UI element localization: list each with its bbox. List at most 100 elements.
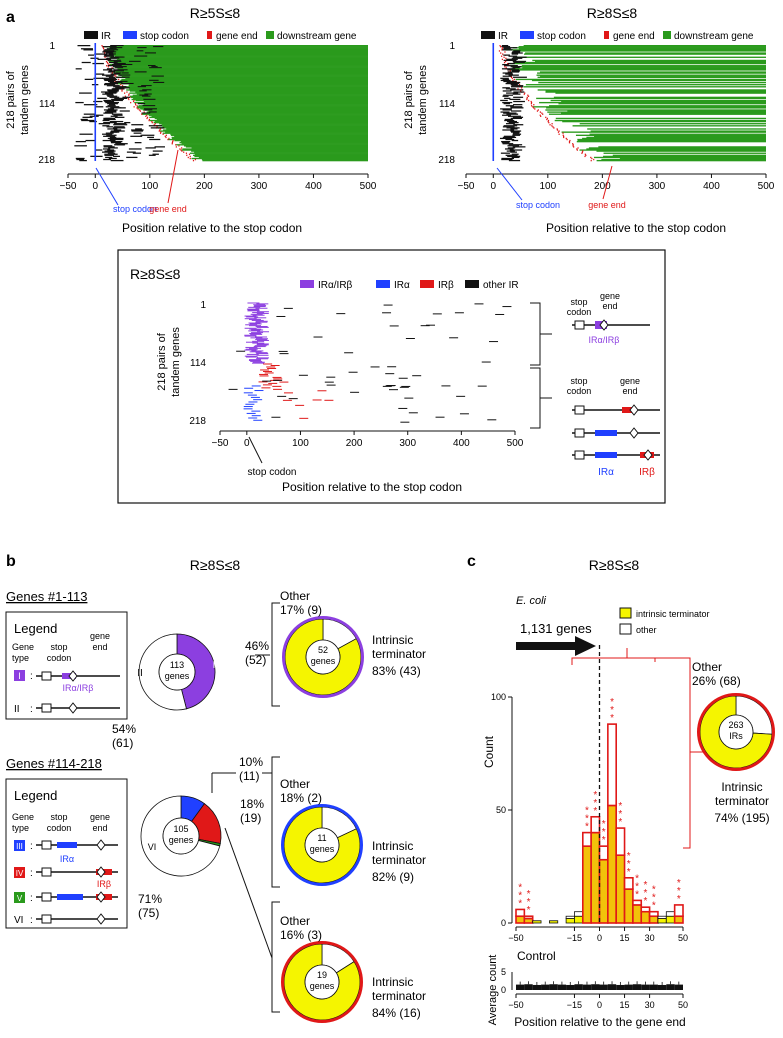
ir-segment	[133, 132, 142, 134]
legend-downstream-swatch	[266, 31, 274, 39]
downstream-gene-bar	[537, 89, 766, 91]
gene-end-mark	[181, 150, 183, 152]
ir-segment	[502, 126, 515, 128]
ir-segment	[510, 84, 518, 86]
xlabel-right: Position relative to the stop codon	[546, 221, 726, 235]
y-tick-label: 50	[496, 805, 506, 815]
x-tick-label: 15	[620, 933, 630, 943]
arrow-stop-left	[95, 167, 119, 206]
ir-segment	[119, 143, 128, 145]
bar-terminator	[574, 915, 584, 924]
downstream-gene-bar	[129, 95, 368, 97]
donutc-term1: Intrinsic	[721, 780, 762, 794]
significance-star: *	[643, 880, 647, 891]
gene-end-mark	[153, 124, 155, 126]
inset-ylabel-line2: tandem genes	[170, 327, 182, 397]
gene-end-mark	[558, 130, 560, 132]
sub3-center-unit: genes	[310, 981, 335, 991]
ir-segment	[107, 71, 116, 73]
downstream-gene-bar	[159, 123, 368, 125]
inset-title: R≥8S≤8	[130, 266, 181, 282]
gene-end-mark	[106, 65, 108, 67]
g2-colon: :	[30, 841, 33, 852]
inset-annot-stop: stop codon	[248, 467, 297, 478]
downstream-gene-bar	[603, 152, 766, 154]
ir-segment	[108, 76, 116, 78]
ir-segment	[93, 100, 103, 103]
downstream-gene-bar	[560, 112, 766, 114]
bar-terminator	[565, 918, 575, 924]
g2-stop: stop	[50, 812, 67, 822]
ir-segment	[500, 77, 509, 79]
ir-segment	[81, 119, 95, 122]
gene-end-mark	[115, 75, 117, 77]
downstream-gene-bar	[162, 132, 368, 134]
x-tick-label: 200	[346, 438, 363, 449]
ir-segment	[509, 98, 521, 101]
downstream-gene-bar	[518, 48, 766, 50]
downstream-gene-bar	[122, 86, 369, 88]
downstream-gene-bar	[115, 53, 368, 55]
ir-segment	[103, 99, 112, 102]
bar-other	[648, 910, 659, 918]
gene-end-mark	[107, 66, 109, 68]
gene-end-mark	[165, 134, 167, 136]
gene-end-mark	[563, 135, 565, 138]
ir-segment	[113, 129, 122, 131]
gene-end-mark	[505, 67, 507, 69]
inset-ytick-218: 218	[189, 416, 206, 427]
x-ticks-left: −50 0 100 200 300 400 500	[60, 174, 377, 192]
downstream-gene-bar	[148, 110, 368, 112]
gene-end-mark	[106, 61, 108, 64]
downstream-gene-bar	[518, 50, 766, 52]
gene-end-mark	[105, 60, 108, 63]
significance-star: *	[610, 713, 614, 724]
ir-segment	[104, 49, 119, 51]
y-tick-label: 0	[501, 918, 506, 928]
downstream-gene-bar	[165, 131, 368, 133]
gene-end-mark	[547, 119, 550, 122]
downstream-gene-bar	[110, 54, 368, 56]
downstream-gene-bar	[112, 52, 368, 54]
donut-hole	[304, 827, 340, 863]
ir-segment	[500, 152, 510, 154]
x-tick-label: 300	[649, 181, 666, 192]
downstream-gene-bar	[538, 81, 766, 84]
significance-star: *	[618, 817, 622, 828]
ir-segment	[507, 115, 522, 117]
downstream-gene-bar	[156, 118, 368, 121]
panel-a-right-legend: IR stop codon gene end downstream gene	[481, 31, 754, 42]
ir-segment	[110, 47, 123, 49]
ir-segment	[106, 85, 120, 87]
downstream-gene-bar	[518, 46, 766, 48]
ir-segment	[95, 73, 105, 75]
downstream-gene-bar	[132, 94, 368, 96]
gene-end-mark	[512, 79, 514, 82]
panel-a-left: a R≥5S≤8 IR stop codon gene end downstre…	[5, 5, 377, 235]
downstream-gene-bar	[511, 66, 766, 68]
g2-row6-stop-box	[41, 914, 52, 924]
g2-codon: codon	[47, 823, 72, 833]
g2-row4-stop-box	[41, 867, 52, 877]
ir-segment	[144, 93, 152, 95]
control-chart: 0 5 −50 −15 0 15 30 50	[501, 967, 688, 1010]
schem-irb-box	[622, 407, 636, 413]
g2-colon: :	[30, 915, 33, 926]
group2-heading: Genes #114-218	[6, 756, 102, 771]
x-tick-label: 0	[490, 181, 496, 192]
ir-segment	[108, 80, 115, 83]
legend-irab-label: IRα/IRβ	[318, 280, 353, 291]
ir-segment	[75, 101, 84, 104]
downstream-gene-bar	[116, 76, 368, 78]
ir-segment	[102, 133, 113, 135]
donut-sub-19	[281, 941, 363, 1023]
ir-segment	[119, 63, 133, 66]
downstream-gene-bar	[143, 100, 368, 103]
downstream-gene-bar	[115, 70, 368, 72]
bar-terminator	[665, 915, 676, 924]
count-ylabel: Count	[482, 735, 496, 768]
inset-bracket-top	[530, 302, 541, 366]
significance-star: *	[585, 822, 589, 833]
gene-end-mark	[122, 85, 124, 87]
legend-gene-end-swatch	[604, 31, 609, 39]
